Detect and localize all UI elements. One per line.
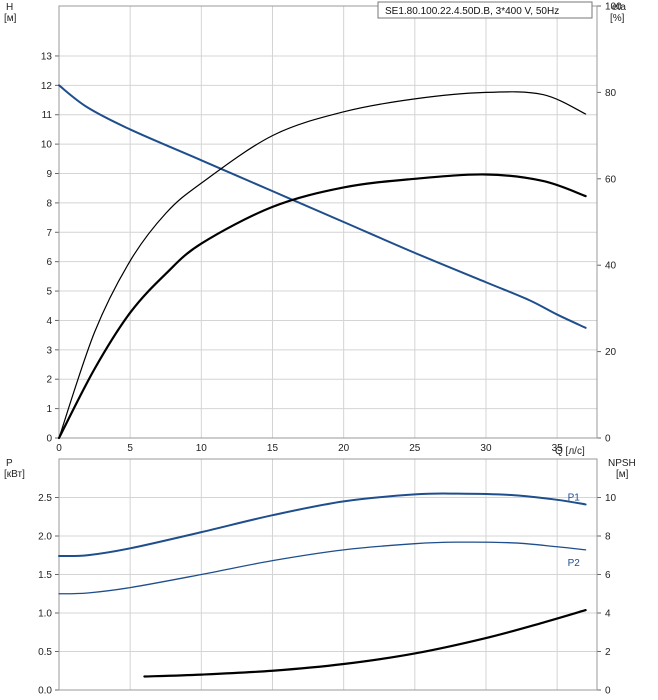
head-axis-label: H [м] [4, 2, 17, 24]
eta-tick-label: 80 [605, 88, 617, 99]
power-npsh-panel: P1 P2 0.0 0.5 1.0 1.5 2.0 2.5 0 2 4 6 8 10 P [кВт] N… [4, 458, 639, 697]
x-tick-label: 25 [409, 443, 421, 454]
head-tick-label: 5 [46, 287, 52, 298]
head-efficiency-panel: 0 5 10 15 20 25 30 3501234567891011121302040608… [4, 1, 629, 457]
head-tick-label: 3 [46, 345, 52, 356]
head-tick-label: 11 [42, 110, 53, 121]
npsh-tick-label: 10 [605, 493, 617, 504]
p1-label: P1 [568, 492, 581, 503]
head-tick-label: 6 [46, 257, 52, 268]
head-tick-label: 0 [46, 434, 52, 445]
npsh-tick-label: 4 [605, 609, 611, 620]
x-axis-label: Q [л/с] [555, 446, 585, 457]
x-tick-label: 15 [267, 443, 279, 454]
power-axis-label: P [кВт] [4, 458, 25, 480]
chart-title: SE1.80.100.22.4.50D.B, 3*400 V, 50Hz [385, 6, 559, 17]
head-tick-label: 10 [41, 140, 53, 151]
efficiency-curve-thin [58, 91, 587, 439]
title-box [377, 1, 593, 19]
head-series [57, 84, 587, 440]
head-tick-label: 7 [46, 228, 52, 239]
x-tick-label: 10 [196, 443, 208, 454]
npsh-tick-label: 0 [605, 686, 611, 697]
power-tick-label: 1.0 [38, 609, 52, 620]
power-tick-label: 0.5 [38, 647, 52, 658]
power-plot-frame [58, 458, 598, 691]
head-axis-label-line1: H [6, 2, 13, 13]
eta-tick-label: 0 [605, 434, 611, 445]
head-tick-label: 12 [41, 81, 53, 92]
eta-tick-label: 100 [605, 2, 622, 13]
power-series: P1 P2 [58, 492, 587, 678]
x-tick-label: 20 [338, 443, 350, 454]
head-tick-label: 4 [46, 316, 52, 327]
power-tick-label: 2.0 [38, 532, 52, 543]
efficiency-curve-thick [57, 173, 587, 440]
npsh-axis-label-line1: NPSH [608, 458, 636, 469]
head-tick-labels: 0 5 10 15 20 25 30 3501234567891011121302040608… [41, 2, 622, 455]
eta-tick-label: 20 [605, 347, 617, 358]
x-tick-label: 0 [56, 443, 62, 454]
eta-axis-label-line1: eta [612, 2, 626, 13]
head-tick-label: 13 [41, 51, 53, 62]
npsh-curve [143, 609, 587, 678]
head-tick-label: 9 [46, 169, 52, 180]
x-tick-label: 30 [480, 443, 492, 454]
npsh-tick-label: 6 [605, 570, 611, 581]
npsh-tick-label: 8 [605, 532, 611, 543]
x-tick-label: 5 [127, 443, 133, 454]
power-tick-label: 1.5 [38, 570, 52, 581]
p1-curve [58, 492, 587, 558]
npsh-axis-label-line2: [м] [616, 469, 629, 480]
p2-label: P2 [568, 558, 581, 569]
head-tick-label: 2 [46, 375, 52, 386]
eta-axis-label-line2: [%] [610, 13, 625, 24]
power-tick-labels: 0.0 0.5 1.0 1.5 2.0 2.5 0 2 4 6 8 10 [38, 493, 616, 697]
power-axis-label-line1: P [6, 458, 13, 469]
eta-axis-label: eta [%] [610, 2, 629, 24]
eta-tick-label: 60 [605, 174, 617, 185]
p2-curve [58, 541, 587, 595]
head-plot-frame [58, 5, 598, 439]
head-tick-label: 8 [46, 198, 52, 209]
eta-tick-label: 40 [605, 261, 617, 272]
npsh-tick-label: 2 [605, 647, 611, 658]
x-tick-label: 35 [552, 443, 564, 454]
power-tick-label: 0.0 [38, 686, 52, 697]
power-tick-label: 2.5 [38, 493, 52, 504]
head-tick-label: 1 [46, 404, 52, 415]
npsh-axis-label: NPSH [м] [608, 458, 639, 480]
power-axis-label-line2: [кВт] [4, 469, 25, 480]
head-curve [58, 84, 587, 329]
head-axis-label-line2: [м] [4, 13, 17, 24]
